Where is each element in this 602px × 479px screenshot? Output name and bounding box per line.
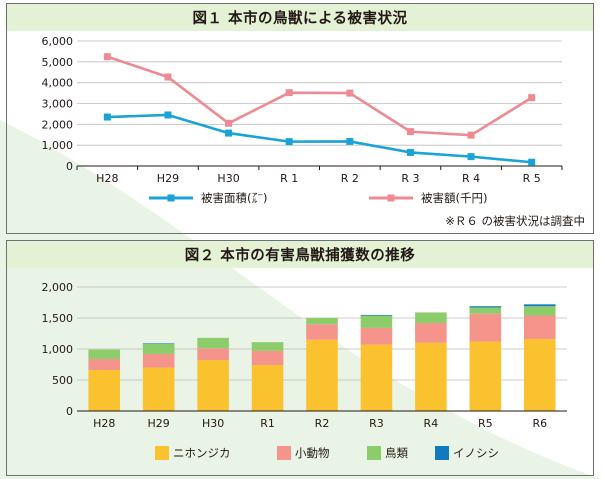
x-tick-label: H29 (148, 417, 170, 430)
bar-segment-s3 (142, 343, 175, 345)
data-point (225, 129, 233, 137)
y-tick-label: 500 (52, 374, 73, 387)
x-tick-label: R1 (260, 417, 275, 430)
bar-segment-s2 (523, 306, 556, 316)
bar-segment-s1 (523, 315, 556, 340)
bar-segment-s1 (251, 350, 284, 366)
legend-marker (167, 194, 175, 202)
x-tick-label: H30 (202, 417, 224, 430)
x-tick-label: R4 (424, 417, 439, 430)
y-tick-label: 1,000 (42, 343, 74, 356)
x-tick-label: R2 (315, 417, 330, 430)
x-tick-label: H29 (157, 172, 179, 185)
bar-segment-s0 (306, 339, 338, 411)
y-tick-label: 6,000 (42, 35, 74, 48)
y-tick-label: 1,500 (42, 312, 74, 325)
bar-segment-s1 (88, 358, 121, 371)
bar-segment-s2 (469, 307, 502, 314)
chart-note: ※Ｒ６ の被害状況は調査中 (445, 214, 585, 228)
series-line-s1 (106, 55, 533, 137)
bar-segment-s2 (415, 312, 447, 323)
legend-swatch (155, 446, 169, 460)
bar-segment-s1 (415, 322, 447, 343)
bar-segment-s2 (88, 349, 121, 359)
chart-panel-damage: 図１ 本市の鳥獣による被害状況 0 1,000 2,000 3,000 4,000 5,0… (6, 3, 594, 234)
x-tick-label: R 1 (280, 172, 298, 185)
bar-segment-s0 (197, 360, 229, 411)
bar-segment-s2 (197, 337, 229, 349)
bar-segment-s3 (360, 314, 393, 316)
bar-segment-s0 (251, 365, 284, 411)
x-tick-label: R3 (369, 417, 384, 430)
legend-swatch (277, 446, 291, 460)
data-point (164, 111, 172, 119)
x-tick-label: R 3 (401, 172, 419, 185)
bar-segment-s0 (415, 342, 447, 411)
data-point (103, 53, 111, 61)
x-tick-label: H28 (93, 417, 115, 430)
data-point (285, 89, 293, 97)
data-point (346, 137, 354, 145)
legend-label: イノシシ (453, 446, 499, 460)
stacked-bar-chart: 0 500 1,000 1,500 2,000 H28 H29 H30 R1 R2 R3 R4 R5 R6… (42, 281, 567, 460)
legend-label: 被害面積(㌃) (201, 191, 267, 205)
line-chart: 0 1,000 2,000 3,000 4,000 5,000 6,000 H28 H29 H30… (42, 35, 563, 205)
bar-segment-s2 (142, 344, 175, 354)
x-tick-label: H28 (96, 172, 118, 185)
x-tick-label: R 4 (462, 172, 480, 185)
chart-panel-capture: 図２ 本市の有害鳥獣捕獲数の推移 0 500 1,000 1,500 2,000 H28 H… (6, 240, 594, 476)
chart-title: 図２ 本市の有害鳥獣捕獲数の推移 (7, 241, 593, 268)
bar-segment-s1 (469, 313, 502, 342)
series-line-s0 (107, 113, 532, 164)
legend-marker (387, 194, 395, 202)
legend-label: ニホンジカ (173, 446, 231, 460)
bar-segment-s0 (360, 344, 393, 411)
data-point (528, 158, 536, 166)
bar-segment-s1 (142, 353, 175, 368)
bar-segment-s2 (360, 315, 393, 328)
y-tick-label: 4,000 (42, 77, 74, 90)
bar-segment-s0 (469, 341, 502, 411)
legend-label: 鳥類 (385, 446, 408, 460)
y-tick-label: 1,000 (42, 139, 74, 152)
legend-swatch (367, 446, 381, 460)
data-point (285, 138, 293, 146)
x-tick-label: H30 (217, 172, 239, 185)
bar-segment-s0 (523, 339, 556, 411)
data-point (467, 153, 475, 161)
x-tick-label: R5 (478, 417, 493, 430)
data-point (406, 148, 414, 156)
bar-segment-s3 (469, 306, 502, 308)
data-point (528, 94, 536, 102)
bar-segment-s1 (197, 348, 229, 361)
y-tick-label: 5,000 (42, 56, 74, 69)
y-tick-label: 0 (66, 160, 73, 173)
x-tick-label: R 5 (523, 172, 541, 185)
data-point (103, 113, 111, 121)
bar-segment-s3 (523, 304, 556, 307)
x-tick-label: R6 (532, 417, 547, 430)
bar-segment-s0 (88, 370, 121, 411)
y-tick-label: 2,000 (42, 118, 74, 131)
y-tick-label: 2,000 (42, 281, 74, 294)
legend-swatch (435, 446, 449, 460)
bar-segment-s1 (306, 324, 338, 340)
chart-title: 図１ 本市の鳥獣による被害状況 (7, 4, 593, 31)
y-tick-label: 3,000 (42, 98, 74, 111)
bar-segment-s2 (306, 318, 338, 325)
data-point (346, 89, 354, 97)
x-tick-label: R 2 (341, 172, 359, 185)
bar-segment-s0 (142, 367, 175, 411)
bar-segment-s2 (251, 342, 284, 351)
data-point (164, 73, 172, 81)
y-tick-label: 0 (66, 405, 73, 418)
legend-label: 小動物 (295, 446, 330, 460)
data-point (467, 131, 475, 139)
data-point (406, 128, 414, 136)
bar-segment-s1 (360, 327, 393, 345)
legend-label: 被害額(千円) (421, 191, 487, 205)
data-point (225, 119, 233, 127)
